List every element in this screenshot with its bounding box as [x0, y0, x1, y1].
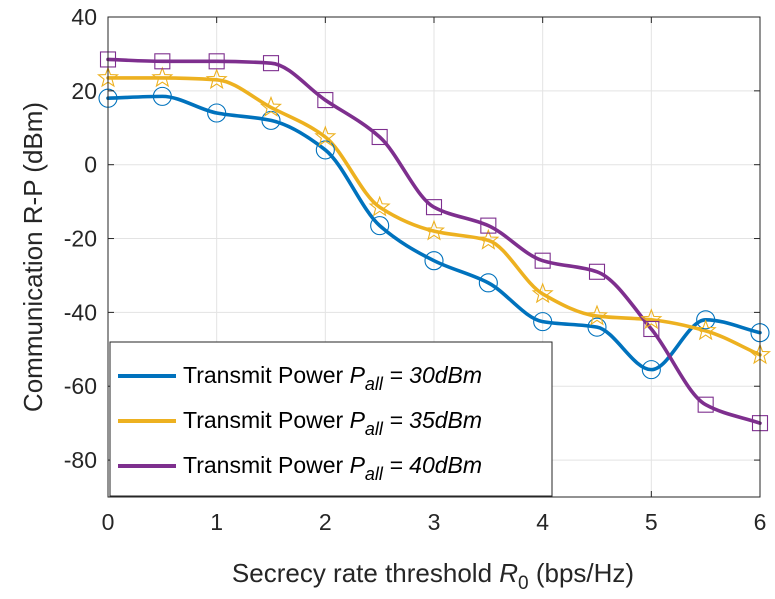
- legend-entry: Transmit Power Pall = 30dBm: [118, 362, 482, 394]
- data-point: [207, 103, 227, 123]
- series-lines: [106, 57, 762, 425]
- legend-label: Transmit Power Pall = 40dBm: [183, 452, 482, 484]
- x-tick-label: 3: [428, 509, 441, 535]
- data-point: [643, 320, 660, 338]
- y-axis-title: Communication R-P (dBm): [18, 102, 48, 412]
- legend-label: Transmit Power Pall = 35dBm: [183, 407, 482, 439]
- y-tick-label: -60: [64, 373, 97, 399]
- y-tick-label: -20: [64, 226, 97, 252]
- x-tick-label: 4: [536, 509, 549, 535]
- data-point: [205, 68, 228, 90]
- x-tick-label: 2: [319, 509, 332, 535]
- data-point: [480, 217, 497, 234]
- data-point: [696, 310, 716, 330]
- data-point: [585, 304, 609, 326]
- legend: Transmit Power Pall = 30dBm Transmit Pow…: [109, 341, 553, 497]
- x-tick-label: 6: [754, 509, 767, 535]
- data-point: [314, 125, 337, 147]
- y-tick-label: -40: [64, 299, 97, 325]
- data-point: [317, 92, 334, 109]
- data-point: [424, 251, 444, 271]
- data-point: [587, 317, 607, 337]
- data-point: [259, 95, 283, 117]
- data-point: [208, 53, 225, 70]
- x-axis-title: Secrecy rate threshold R0 (bps/Hz): [232, 558, 634, 594]
- data-point: [425, 199, 443, 216]
- data-point: [152, 86, 172, 106]
- data-point: [588, 263, 606, 280]
- data-point: [262, 55, 280, 72]
- data-point: [151, 66, 174, 88]
- data-point: [697, 396, 714, 413]
- legend-box: [109, 341, 553, 497]
- data-point: [641, 360, 661, 380]
- series-line: [106, 57, 762, 425]
- x-tick-label: 1: [210, 509, 223, 535]
- data-point: [531, 282, 554, 304]
- data-point: [154, 53, 171, 70]
- x-tick-label: 0: [102, 509, 115, 535]
- data-point: [534, 252, 551, 269]
- legend-label: Transmit Power Pall = 30dBm: [183, 362, 482, 394]
- series-line: [106, 94, 762, 372]
- legend-entry: Transmit Power Pall = 35dBm: [118, 407, 482, 439]
- data-point: [640, 308, 663, 330]
- y-tick-label: 20: [71, 78, 97, 104]
- data-point: [694, 319, 717, 341]
- tick-labels: 0 1 2 3 4 5 6 -80 -60 -40 -20 0 20 40: [64, 4, 767, 535]
- legend-entry: Transmit Power Pall = 40dBm: [118, 452, 482, 484]
- data-point: [370, 216, 390, 236]
- data-point: [477, 228, 500, 250]
- data-point: [533, 312, 553, 332]
- data-point: [371, 128, 388, 146]
- y-tick-label: 0: [84, 152, 97, 178]
- y-tick-label: -80: [64, 447, 97, 473]
- data-point: [368, 195, 391, 217]
- x-tick-label: 5: [645, 509, 658, 535]
- data-point: [478, 273, 498, 293]
- y-tick-label: 40: [71, 4, 97, 30]
- series-line: [106, 76, 762, 357]
- data-point: [422, 219, 446, 241]
